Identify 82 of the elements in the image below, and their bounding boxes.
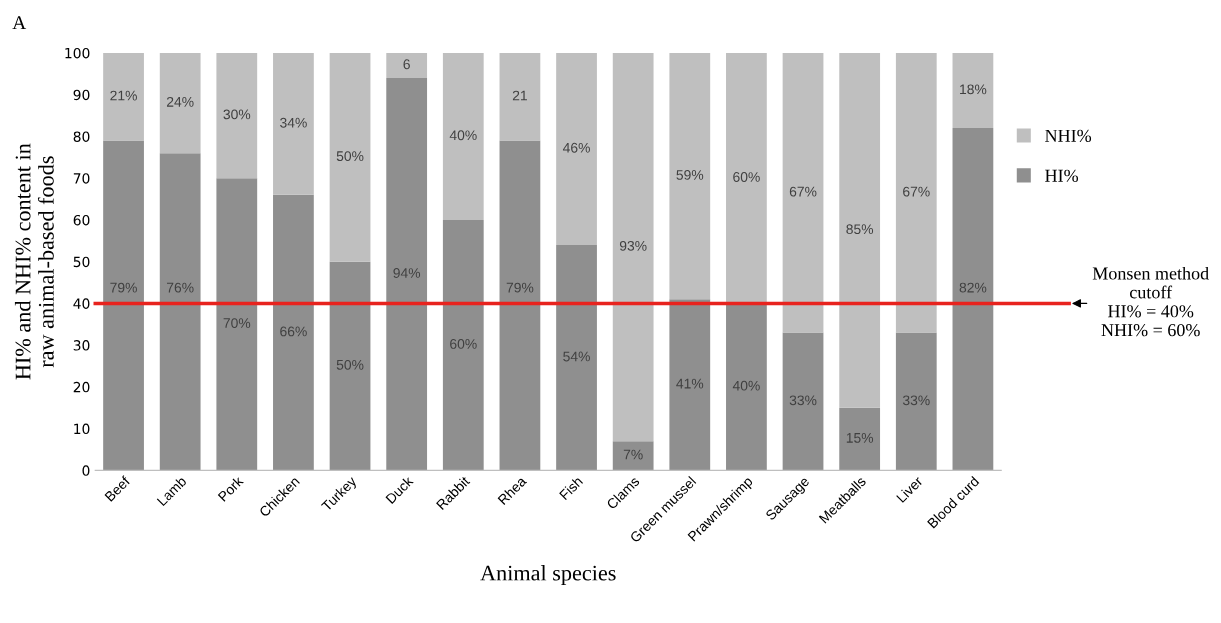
data-label: 76% [166,282,194,293]
y-tick-label: 40 [73,298,90,309]
bar [386,52,428,78]
bar [895,52,937,333]
y-tick-label: 100 [65,47,90,59]
bar [556,52,597,245]
legend-label: HI% [1045,169,1079,182]
data-label: 60% [450,339,477,349]
data-label: 6 [403,59,410,70]
x-axis-title: Animal species [480,564,616,586]
data-label: 82% [959,282,987,293]
bar [782,52,824,333]
data-label: 79% [110,282,137,293]
bar [329,52,371,262]
bar [839,52,881,408]
bar [103,52,144,141]
data-label: 40% [732,380,760,391]
data-label: 24% [166,96,194,107]
bar [726,303,767,471]
text: A [12,16,27,30]
data-label: 59% [676,169,704,180]
bar [895,332,937,471]
y-tick-label: 50 [73,256,90,268]
bar [216,52,258,179]
bar [159,153,201,471]
data-label: 85% [846,224,874,235]
bar [273,52,314,195]
data-label: 33% [902,395,930,406]
bar [499,140,541,471]
y-tick-label: 10 [74,423,90,435]
y-tick-label: 60 [73,214,90,226]
x-tick-label: Fish [558,475,584,501]
bar [273,194,314,471]
y-tick-label: 0 [82,465,90,476]
legend-label: NHI% [1045,129,1092,142]
bar [612,52,654,442]
data-label: 46% [562,142,590,153]
data-label: 18% [960,84,987,95]
bar [103,140,144,471]
bar [669,299,711,471]
bar [839,407,881,471]
data-label: 94% [393,268,421,278]
data-label: 30% [223,109,251,120]
bar [216,178,258,471]
data-label: 41% [676,378,704,389]
y-tick-label: 30 [73,340,90,351]
data-label: 34% [280,117,307,128]
y-axis-title: HI% and NHI% content in raw animal-based foods [14,143,54,380]
data-label: 67% [903,186,930,197]
bar [726,52,767,304]
bar [556,244,597,471]
data-label: 33% [789,395,817,406]
data-label: 66% [280,326,307,337]
bar [669,52,711,300]
data-label: 50% [336,151,364,162]
data-label: 60% [733,172,760,182]
y-tick-label: 70 [73,173,90,184]
bar [159,52,201,154]
data-label: 79% [506,282,534,293]
bar [442,219,484,471]
y-tick-label: 90 [73,89,90,101]
bar [782,332,824,471]
bar [329,261,371,471]
data-label: 40% [449,130,477,141]
bar [386,78,428,471]
bar [499,52,541,141]
data-label: 93% [619,240,647,251]
bar [952,128,994,471]
y-tick-label: 20 [73,381,90,393]
data-label: 15% [846,433,874,443]
data-label: 7% [623,449,643,460]
data-label: 54% [563,351,590,362]
ref-line-label: Monsen method cutoff HI% = 40% NHI% = 60% [1092,266,1209,337]
data-label: 50% [336,359,364,370]
data-label: 70% [223,318,251,328]
data-label: 67% [789,186,817,197]
bar [442,52,484,220]
data-label: 21% [110,90,137,101]
data-label: 21 [512,90,527,101]
bar [952,52,994,129]
bar [612,441,654,471]
y-tick-label: 80 [73,131,90,142]
